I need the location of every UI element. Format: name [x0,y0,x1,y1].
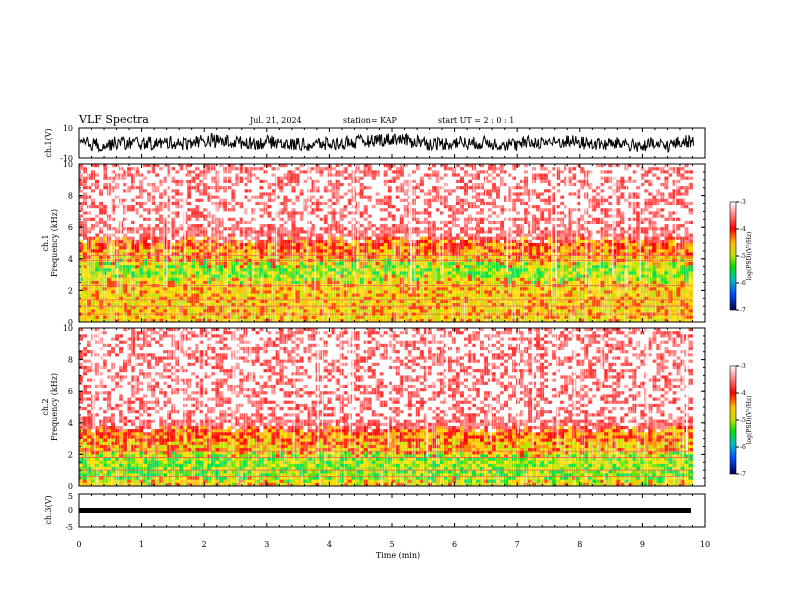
station-label: station= KAP [343,116,398,125]
date-label: Jul. 21, 2024 [249,116,302,125]
ch1-waveform-trace [79,132,694,154]
ch1-ytick-bottom: -10 [60,154,73,163]
ch1-ytick-top: 10 [63,124,73,133]
start-time-label: start UT = 2 : 0 : 1 [438,116,514,125]
ch1-waveform-ylabel: ch.1(V) [44,128,53,157]
ch1-waveform-xticks [78,128,706,158]
figure-title: VLF Spectra [78,113,149,126]
ch1-waveform-panel: 10 -10 ch.1(V) [44,124,706,163]
